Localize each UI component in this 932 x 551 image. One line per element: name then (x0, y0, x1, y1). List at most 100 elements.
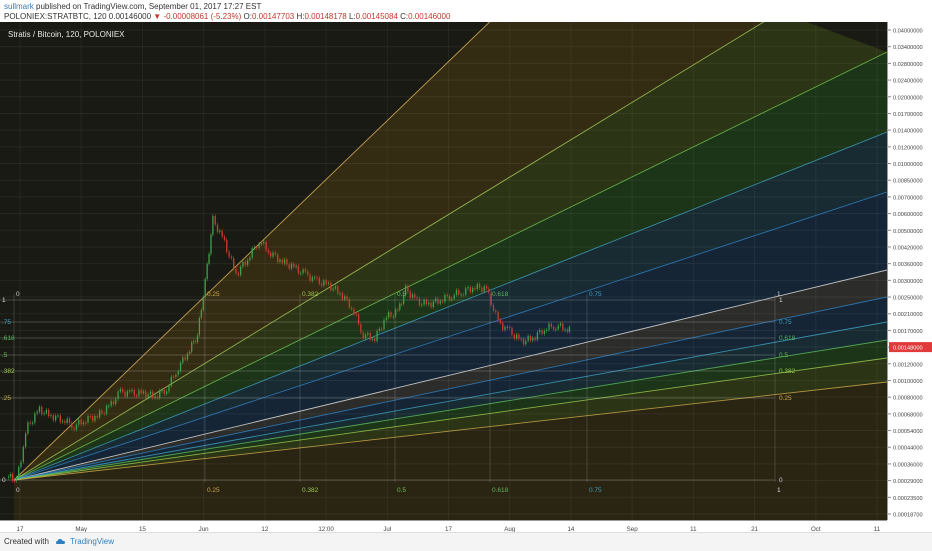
candle-body (520, 338, 522, 340)
time-tick-label: 14 (567, 526, 574, 533)
candle-body (223, 236, 226, 240)
candle-body (327, 282, 330, 284)
candle-body (527, 335, 529, 341)
time-axis[interactable]: 17 May 15 Jun 12 12:00 Jul 17 Aug 14 Sep 11 21 Oct 11 (0, 520, 887, 533)
fan-level-label-left: 1 (2, 297, 6, 304)
candle-body (383, 319, 385, 330)
candle-body (341, 293, 344, 300)
candle-body (166, 391, 168, 394)
candle-body (562, 323, 564, 330)
fan-level-label-bottom: 0 (16, 487, 20, 494)
candle-body (94, 415, 96, 421)
price-tick-label: 0.00360000 (893, 262, 923, 268)
time-tick-label: May (75, 526, 88, 533)
candle-body (13, 480, 16, 482)
publish-info: published on TradingView.com, September … (36, 2, 262, 11)
last-price: 0.00146000 (108, 12, 152, 21)
candle-body (541, 330, 543, 334)
chart-plot-area[interactable]: 1 .75 .618 .5 .382 .25 0 0 0.25 0.382 0.5 0.618 0.75… (0, 11, 888, 520)
price-tick-label: 0.01400000 (893, 129, 923, 135)
candle-body (330, 282, 332, 291)
candle-body (34, 413, 36, 423)
candle-body (394, 309, 397, 317)
price-tick-label: 0.04000000 (893, 29, 923, 35)
candle-body (460, 294, 462, 296)
candle-body (488, 288, 490, 293)
time-tick-label: Oct (811, 526, 821, 533)
fan-level-label-bottom: 1 (777, 487, 781, 494)
candle-body (149, 391, 152, 395)
candle-body (64, 421, 66, 423)
candle-body (233, 258, 235, 270)
candle-body (448, 296, 451, 300)
candle-body (518, 334, 520, 339)
candle-body (57, 415, 59, 417)
price-tick-label: 0.00018700 (893, 513, 923, 519)
candle-body (485, 286, 488, 289)
price-tick-label: 0.00044000 (893, 446, 923, 452)
candle-body (272, 252, 274, 257)
candle-body (251, 248, 253, 258)
gann-fan-line (13, 357, 888, 481)
candle-body (36, 411, 38, 414)
candle-body (175, 374, 177, 377)
candle-body (307, 271, 309, 275)
last-price-tag (889, 342, 932, 353)
candle-body (61, 421, 64, 423)
fan-zone-fill (14, 12, 887, 480)
candle-body (191, 342, 193, 352)
candle-body (122, 389, 124, 392)
price-tick-label: 0.02000000 (893, 95, 923, 101)
price-tick-label: 0.00210000 (893, 312, 923, 318)
candle-body (129, 390, 131, 392)
candle-body (101, 410, 103, 414)
candle-body (265, 241, 267, 251)
time-axis-canvas[interactable]: 17 May 15 Jun 12 12:00 Jul 17 Aug 14 Sep 11 21 Oct 11 (0, 522, 887, 534)
candle-body (441, 300, 444, 302)
candle-body (314, 277, 316, 279)
candle-body (364, 334, 367, 339)
high-value: 0.00148178 (304, 12, 347, 21)
price-axis-canvas[interactable]: 0.04000000 0.03400000 0.02800000 0.02400000… (888, 22, 932, 520)
candle-body (177, 371, 179, 375)
fan-level-label-bottom: 0.382 (302, 487, 319, 494)
candle-body (388, 312, 390, 318)
candle-body (423, 299, 425, 305)
candle-body (50, 415, 52, 417)
candle-body (52, 415, 55, 421)
candle-body (497, 312, 499, 320)
candle-body (302, 269, 304, 273)
candle-body (392, 316, 394, 318)
price-axis[interactable]: 0.04000000 0.03400000 0.02800000 0.02400000… (887, 22, 932, 520)
candle-body (105, 405, 108, 414)
gann-fan-line (13, 11, 781, 481)
candle-body (228, 251, 230, 257)
candle-body (11, 474, 14, 481)
candle-body (192, 341, 195, 343)
tradingview-link[interactable]: TradingView (70, 537, 115, 546)
price-tick-label: 0.00023500 (893, 496, 923, 502)
candle-body (504, 326, 506, 330)
candle-body (511, 327, 513, 335)
candle-body (451, 298, 453, 300)
candle-body (522, 338, 525, 345)
candle-body (281, 259, 283, 264)
candle-body (360, 324, 362, 333)
candle-body (210, 234, 212, 254)
candle-body (112, 401, 115, 405)
chart-canvas[interactable]: 1 .75 .618 .5 .382 .25 0 0 0.25 0.382 0.5 0.618 0.75… (0, 11, 888, 520)
candle-body (172, 376, 175, 378)
candle-body (196, 335, 199, 343)
candle-body (476, 283, 478, 290)
candle-body (131, 389, 133, 391)
price-tick-label: 0.00036000 (893, 462, 923, 468)
gann-fan-line (13, 269, 888, 481)
candle-body (147, 394, 149, 398)
candle-body (439, 300, 441, 304)
author-link[interactable]: sullmark (4, 2, 34, 11)
candle-body (274, 252, 276, 255)
candle-body (316, 277, 318, 279)
candle-body (416, 297, 418, 299)
candle-body (221, 230, 223, 237)
candle-body (376, 330, 378, 342)
